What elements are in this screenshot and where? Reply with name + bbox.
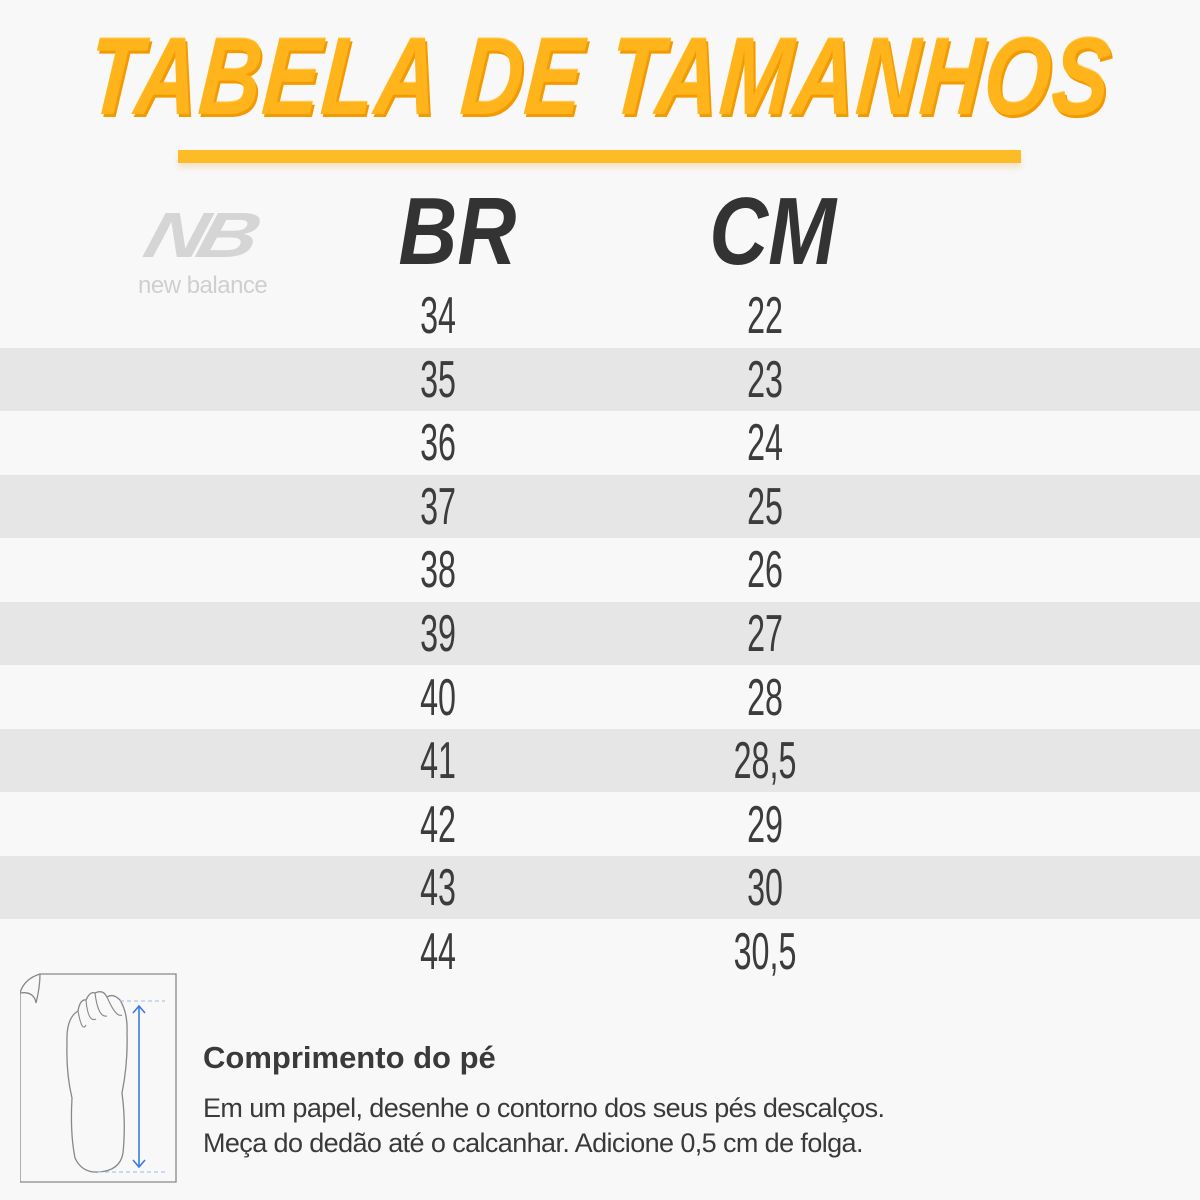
header-br: BR xyxy=(398,178,517,285)
table-row: 40 28 xyxy=(0,666,1200,729)
cm-value: 23 xyxy=(747,350,783,409)
cm-value: 28 xyxy=(747,668,783,727)
table-row: 43 30 xyxy=(0,856,1200,920)
table-row: 38 26 xyxy=(0,538,1200,601)
br-value: 42 xyxy=(420,795,456,854)
title-underline xyxy=(178,150,1021,163)
page-title: TABELA DE TAMANHOS xyxy=(0,15,1200,138)
cm-value: 29 xyxy=(747,795,783,854)
table-row: 41 28,5 xyxy=(0,729,1200,793)
cm-value: 30,5 xyxy=(733,923,797,981)
br-value: 43 xyxy=(420,859,456,918)
br-value: 40 xyxy=(420,668,456,727)
nb-mark: NB xyxy=(137,199,262,271)
cm-value: 27 xyxy=(747,605,783,663)
table-row: 36 24 xyxy=(0,411,1200,474)
table-row: 44 30,5 xyxy=(0,920,1200,983)
cm-value: 30 xyxy=(747,859,783,918)
br-value: 39 xyxy=(420,605,456,663)
table-row: 42 29 xyxy=(0,793,1200,856)
cm-value: 26 xyxy=(747,541,783,600)
br-value: 35 xyxy=(420,350,456,409)
br-value: 38 xyxy=(420,541,456,600)
table-row: 39 27 xyxy=(0,602,1200,665)
cm-value: 28,5 xyxy=(733,732,797,791)
instructions-heading: Comprimento do pé xyxy=(203,1040,496,1075)
instructions-line-1: Em um papel, desenhe o contorno dos seus… xyxy=(203,1093,885,1123)
cm-value: 22 xyxy=(747,287,783,345)
table-row: 35 23 xyxy=(0,347,1200,411)
new-balance-logo: NB new balance xyxy=(135,199,285,302)
cm-value: 25 xyxy=(747,477,783,536)
br-value: 44 xyxy=(420,923,456,981)
foot-on-paper-measure-icon xyxy=(20,973,177,1183)
br-value: 34 xyxy=(420,287,456,345)
instructions-line-2: Meça do dedão até o calcanhar. Adicione … xyxy=(203,1128,863,1158)
br-value: 37 xyxy=(420,477,456,536)
cm-value: 24 xyxy=(747,414,783,473)
title-text: TABELA DE TAMANHOS xyxy=(83,15,1117,138)
logo-wordmark: new balance xyxy=(138,272,268,299)
table-row: 34 22 xyxy=(0,284,1200,347)
br-value: 36 xyxy=(420,414,456,473)
table-row: 37 25 xyxy=(0,474,1200,538)
header-cm: CM xyxy=(709,178,837,285)
br-value: 41 xyxy=(420,732,456,791)
